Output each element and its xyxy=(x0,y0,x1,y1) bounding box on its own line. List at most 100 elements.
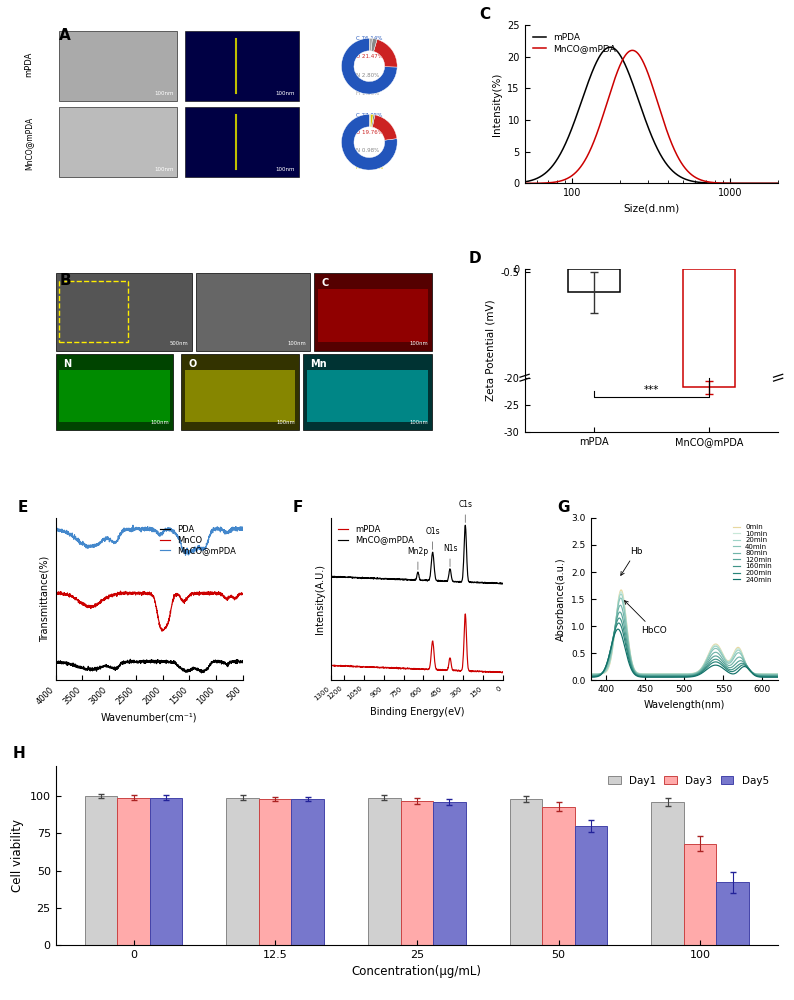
Line: 0min: 0min xyxy=(591,590,778,674)
Text: MnCO@mPDA: MnCO@mPDA xyxy=(25,117,33,170)
MnCO@mPDA xyxy=(689,171,699,183)
Text: C 76.14%: C 76.14% xyxy=(356,36,383,41)
Text: F: F xyxy=(293,500,303,515)
Y-axis label: Cell viability: Cell viability xyxy=(11,819,24,892)
200min xyxy=(722,663,731,675)
Text: Mn: Mn xyxy=(310,359,327,369)
MnCO@mPDA xyxy=(628,44,638,56)
40min xyxy=(616,592,626,604)
Line: 80min: 80min xyxy=(591,605,778,675)
20min xyxy=(616,588,626,600)
Bar xyxy=(683,269,735,387)
MnCO xyxy=(157,625,167,637)
200min xyxy=(704,659,714,671)
160min xyxy=(773,670,783,682)
MnCO xyxy=(51,587,60,599)
X-axis label: Binding Energy(eV): Binding Energy(eV) xyxy=(369,707,464,717)
40min xyxy=(773,668,783,680)
40min xyxy=(723,657,732,669)
Legend: mPDA, MnCO@mPDA: mPDA, MnCO@mPDA xyxy=(335,522,417,548)
mPDA xyxy=(344,660,353,672)
80min xyxy=(773,669,783,681)
40min xyxy=(722,656,731,668)
mPDA xyxy=(395,663,405,675)
Y-axis label: Transmittance(%): Transmittance(%) xyxy=(40,556,50,642)
Text: 100nm: 100nm xyxy=(276,420,295,425)
Bar xyxy=(314,273,432,351)
120min xyxy=(608,631,618,643)
Text: N 2.80%: N 2.80% xyxy=(356,73,380,78)
Legend: PDA, MnCO, MnCO@mPDA: PDA, MnCO, MnCO@mPDA xyxy=(156,522,239,558)
Y-axis label: Absorbance(a.u.): Absorbance(a.u.) xyxy=(556,557,566,641)
Bar xyxy=(150,798,183,945)
Text: mPDA: mPDA xyxy=(25,52,33,77)
mPDA xyxy=(464,663,473,675)
mPDA xyxy=(402,662,411,674)
MnCO@mPDA xyxy=(711,177,721,189)
Bar xyxy=(259,799,291,945)
MnCO@mPDA xyxy=(565,171,574,183)
mPDA xyxy=(461,609,470,621)
Line: MnCO: MnCO xyxy=(56,591,243,631)
10min xyxy=(647,668,657,680)
Bar xyxy=(303,354,432,430)
Text: H 1.80%: H 1.80% xyxy=(356,91,380,96)
Text: H: H xyxy=(12,746,25,761)
Bar xyxy=(684,844,716,945)
120min xyxy=(704,655,714,667)
20min xyxy=(722,655,731,667)
80min xyxy=(661,669,670,681)
240min xyxy=(608,633,618,645)
MnCO@mPDA xyxy=(461,519,470,531)
160min xyxy=(615,612,624,624)
Bar xyxy=(575,826,607,945)
Bar xyxy=(368,798,400,945)
Text: C 77.05%: C 77.05% xyxy=(356,113,383,118)
Text: N 0.98%: N 0.98% xyxy=(356,148,380,153)
MnCO@mPDA xyxy=(585,145,595,157)
Line: mPDA: mPDA xyxy=(525,47,778,183)
MnCO@mPDA xyxy=(181,549,191,561)
10min xyxy=(722,654,731,666)
X-axis label: Wavelength(nm): Wavelength(nm) xyxy=(644,700,725,710)
mPDA xyxy=(605,41,615,53)
PDA xyxy=(114,661,124,673)
0min xyxy=(586,668,596,680)
0min xyxy=(608,638,618,650)
mPDA xyxy=(497,667,507,679)
40min xyxy=(661,668,670,680)
Line: mPDA: mPDA xyxy=(330,614,503,673)
Bar xyxy=(56,273,192,351)
0min xyxy=(616,584,626,596)
MnCO@mPDA xyxy=(669,144,679,156)
PDA xyxy=(75,661,85,673)
mPDA xyxy=(689,176,699,188)
240min xyxy=(773,671,783,683)
Bar xyxy=(60,370,170,422)
Bar xyxy=(60,281,128,342)
MnCO@mPDA xyxy=(464,575,473,587)
200min xyxy=(661,671,670,683)
MnCO@mPDA xyxy=(445,567,454,579)
160min xyxy=(722,662,731,674)
Text: 100nm: 100nm xyxy=(276,91,295,96)
X-axis label: Wavenumber(cm⁻¹): Wavenumber(cm⁻¹) xyxy=(101,712,198,722)
mPDA xyxy=(669,167,679,179)
Text: 100nm: 100nm xyxy=(151,420,170,425)
20min xyxy=(704,648,714,660)
Text: 100nm: 100nm xyxy=(410,420,428,425)
mPDA xyxy=(565,128,574,140)
10min xyxy=(704,648,714,660)
40min xyxy=(608,635,618,647)
PDA xyxy=(238,655,248,667)
80min xyxy=(704,653,714,665)
Legend: 0min, 10min, 20min, 40min, 80min, 120min, 160min, 200min, 240min: 0min, 10min, 20min, 40min, 80min, 120min… xyxy=(730,521,775,585)
120min xyxy=(586,670,596,682)
20min xyxy=(647,668,657,680)
160min xyxy=(586,670,596,682)
MnCO@mPDA xyxy=(344,571,353,583)
PDA xyxy=(83,662,92,674)
Bar xyxy=(318,289,428,342)
MnCO@mPDA xyxy=(153,528,163,540)
0min xyxy=(722,654,731,666)
